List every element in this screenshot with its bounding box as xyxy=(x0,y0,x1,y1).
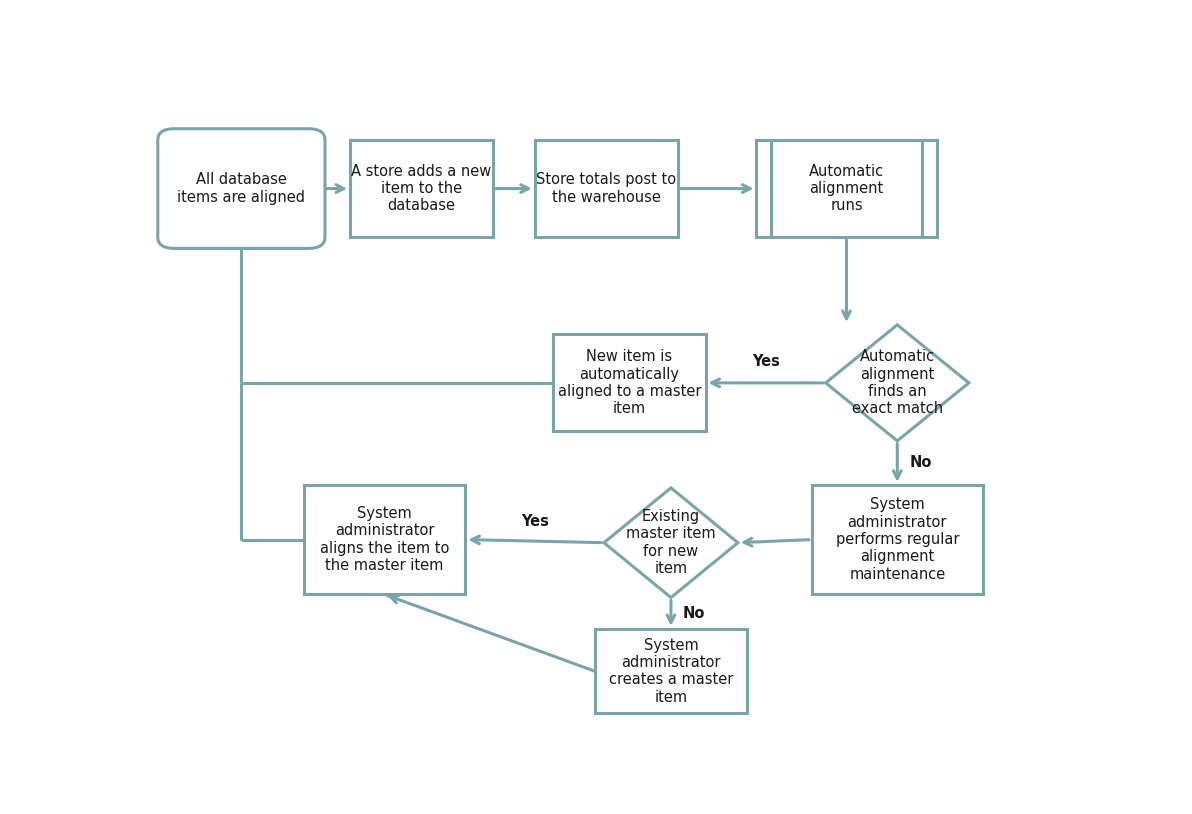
Text: System
administrator
creates a master
item: System administrator creates a master it… xyxy=(609,637,733,705)
Text: System
administrator
performs regular
alignment
maintenance: System administrator performs regular al… xyxy=(836,497,960,582)
Text: New item is
automatically
aligned to a master
item: New item is automatically aligned to a m… xyxy=(558,349,701,417)
Text: No: No xyxy=(909,455,932,470)
Text: Automatic
alignment
finds an
exact match: Automatic alignment finds an exact match xyxy=(852,349,943,417)
Text: Yes: Yes xyxy=(752,354,780,369)
Text: Automatic
alignment
runs: Automatic alignment runs xyxy=(809,164,884,213)
Text: System
administrator
aligns the item to
the master item: System administrator aligns the item to … xyxy=(319,506,449,573)
FancyBboxPatch shape xyxy=(757,140,937,237)
Text: All database
items are aligned: All database items are aligned xyxy=(178,173,305,205)
FancyBboxPatch shape xyxy=(535,140,678,237)
FancyBboxPatch shape xyxy=(595,629,747,714)
Text: No: No xyxy=(683,606,706,621)
Polygon shape xyxy=(604,488,738,597)
Text: Existing
master item
for new
item: Existing master item for new item xyxy=(626,509,715,576)
FancyBboxPatch shape xyxy=(812,484,982,594)
Text: Yes: Yes xyxy=(521,514,548,529)
FancyBboxPatch shape xyxy=(304,484,465,594)
Text: Store totals post to
the warehouse: Store totals post to the warehouse xyxy=(536,173,676,205)
FancyBboxPatch shape xyxy=(157,129,325,248)
Text: A store adds a new
item to the
database: A store adds a new item to the database xyxy=(352,164,491,213)
Polygon shape xyxy=(826,325,969,441)
FancyBboxPatch shape xyxy=(350,140,493,237)
FancyBboxPatch shape xyxy=(553,335,706,431)
